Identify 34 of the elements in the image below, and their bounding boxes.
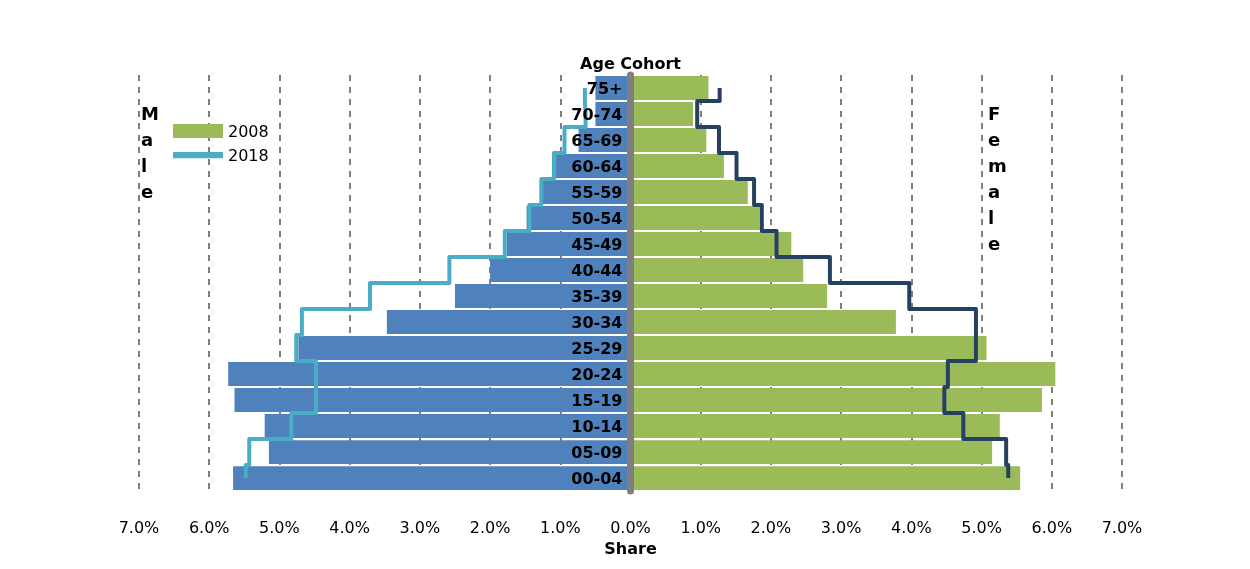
y-axis-title: Age Cohort bbox=[580, 53, 682, 73]
y-tick-label: 05-09 bbox=[571, 442, 623, 462]
y-tick-label: 45-49 bbox=[571, 234, 623, 254]
y-tick-label: 25-29 bbox=[571, 338, 623, 358]
y-tick-label: 40-44 bbox=[571, 260, 623, 280]
y-tick-label: 20-24 bbox=[571, 364, 623, 384]
annotation: Female bbox=[988, 102, 1007, 254]
x-axis-title: Share bbox=[604, 538, 657, 558]
x-tick-label: 4.0% bbox=[329, 517, 370, 537]
x-tick-label: 6.0% bbox=[188, 517, 230, 537]
x-tick-label: 3.0% bbox=[399, 517, 441, 537]
y-tick-label: 50-54 bbox=[571, 208, 623, 228]
y-tick-label: 35-39 bbox=[571, 286, 623, 306]
x-tick-label: 2.0% bbox=[469, 517, 511, 537]
y-tick-label: 55-59 bbox=[571, 182, 623, 202]
y-tick-label: 00-04 bbox=[571, 468, 623, 488]
x-tick-label: 6.0% bbox=[1031, 517, 1073, 537]
x-tick-label: 7.0% bbox=[118, 517, 160, 537]
annotation: Male bbox=[141, 102, 159, 202]
x-tick-label: 2.0% bbox=[750, 517, 792, 537]
y-tick-label: 60-64 bbox=[571, 156, 623, 176]
legend-label: 2018 bbox=[228, 145, 269, 165]
x-tick-label: 7.0% bbox=[1101, 517, 1143, 537]
legend-label: 2008 bbox=[228, 121, 269, 141]
x-tick-label: 5.0% bbox=[259, 517, 300, 537]
x-tick-label: 1.0% bbox=[539, 517, 581, 537]
y-tick-label: 10-14 bbox=[571, 416, 623, 436]
x-tick-label: 5.0% bbox=[961, 517, 1002, 537]
x-tick-label: 3.0% bbox=[820, 517, 862, 537]
y-tick-label: 15-19 bbox=[571, 390, 623, 410]
x-tick-label: 4.0% bbox=[891, 517, 932, 537]
x-tick-label: 0.0% bbox=[610, 517, 651, 537]
y-tick-label: 30-34 bbox=[571, 312, 623, 332]
x-tick-label: 1.0% bbox=[680, 517, 722, 537]
